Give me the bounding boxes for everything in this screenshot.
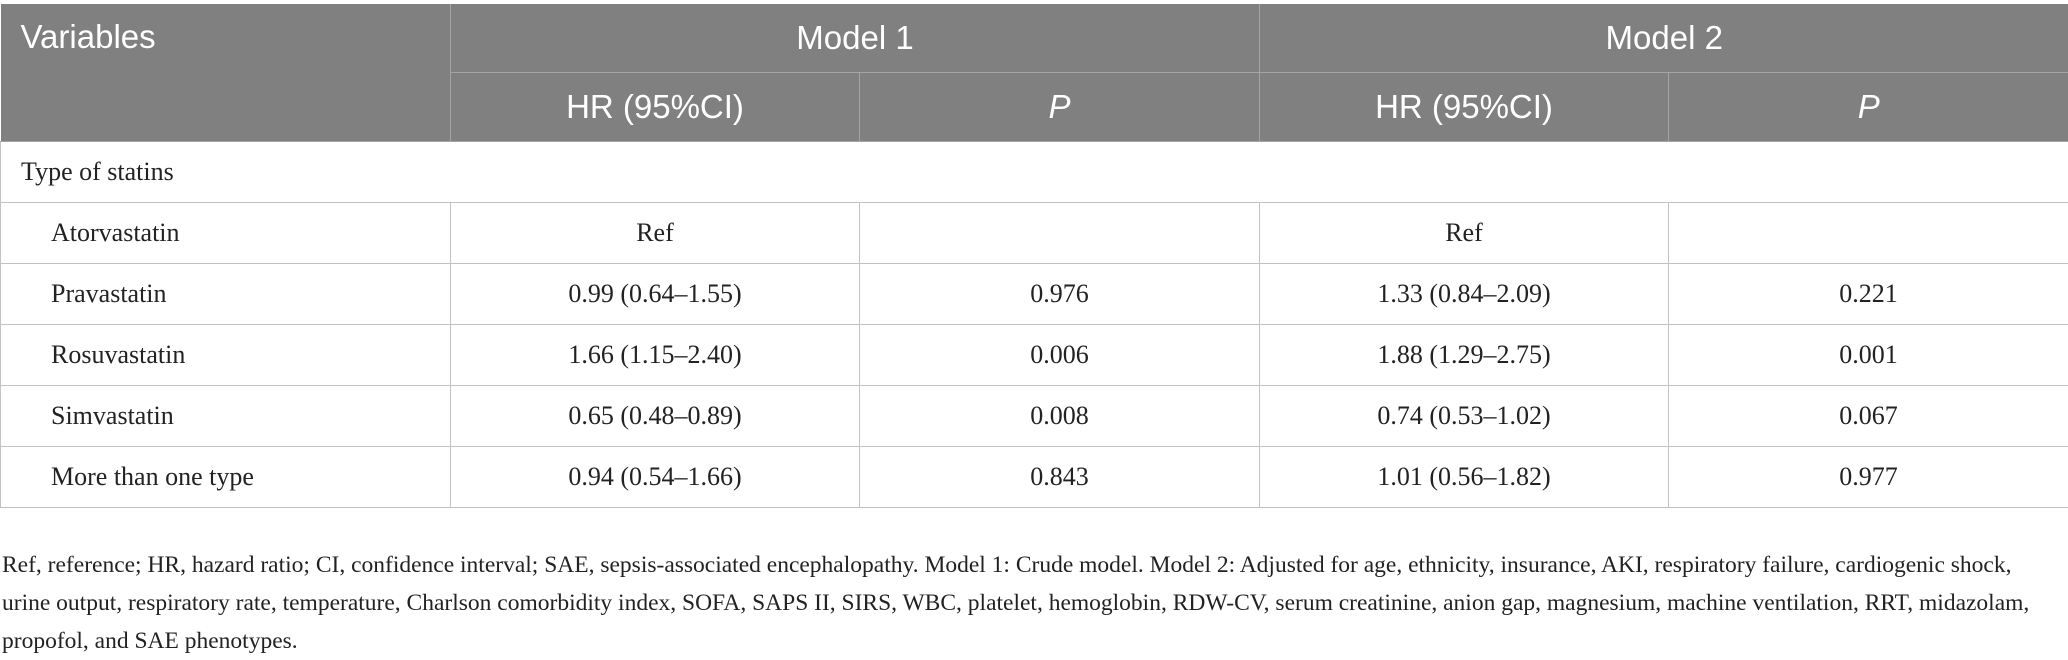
model-2-p-cell: 0.221 [1669,264,2068,325]
header-model-1-p: P [860,73,1260,142]
model-1-hr-cell: Ref [451,203,860,264]
table-row: Rosuvastatin 1.66 (1.15–2.40) 0.006 1.88… [1,325,2068,386]
section-label-type-of-statins: Type of statins [1,142,2068,203]
header-model-2-hr: HR (95%CI) [1260,73,1669,142]
header-model-2-p: P [1669,73,2068,142]
model-2-hr-cell: 1.88 (1.29–2.75) [1260,325,1669,386]
model-2-p-cell: 0.067 [1669,386,2068,447]
model-1-p-cell [860,203,1260,264]
row-label: More than one type [1,447,451,508]
section-row: Type of statins [1,142,2068,203]
header-variables: Variables [1,4,451,142]
model-1-p-cell: 0.976 [860,264,1260,325]
model-2-hr-cell: 1.01 (0.56–1.82) [1260,447,1669,508]
table-header: Variables Model 1 Model 2 HR (95%CI) P H… [1,4,2068,142]
statins-hr-table-container: Variables Model 1 Model 2 HR (95%CI) P H… [0,4,2068,508]
model-2-p-cell [1669,203,2068,264]
model-2-p-cell: 0.977 [1669,447,2068,508]
row-label: Pravastatin [1,264,451,325]
table-row: Atorvastatin Ref Ref [1,203,2068,264]
table-row: More than one type 0.94 (0.54–1.66) 0.84… [1,447,2068,508]
header-model-2-p-label: P [1858,88,1880,125]
model-1-hr-cell: 0.94 (0.54–1.66) [451,447,860,508]
model-1-hr-cell: 0.99 (0.64–1.55) [451,264,860,325]
header-model-1-p-label: P [1048,88,1070,125]
model-1-p-cell: 0.008 [860,386,1260,447]
row-label: Atorvastatin [1,203,451,264]
row-label: Simvastatin [1,386,451,447]
table-row: Pravastatin 0.99 (0.64–1.55) 0.976 1.33 … [1,264,2068,325]
model-2-p-cell: 0.001 [1669,325,2068,386]
table-row: Simvastatin 0.65 (0.48–0.89) 0.008 0.74 … [1,386,2068,447]
header-row-models: Variables Model 1 Model 2 [1,4,2068,73]
model-2-hr-cell: 1.33 (0.84–2.09) [1260,264,1669,325]
model-2-hr-cell: Ref [1260,203,1669,264]
table-body: Type of statins Atorvastatin Ref Ref Pra… [1,142,2068,508]
header-model-1-hr: HR (95%CI) [451,73,860,142]
statins-hr-table: Variables Model 1 Model 2 HR (95%CI) P H… [0,4,2068,508]
row-label: Rosuvastatin [1,325,451,386]
model-1-p-cell: 0.843 [860,447,1260,508]
model-1-hr-cell: 0.65 (0.48–0.89) [451,386,860,447]
header-model-2: Model 2 [1260,4,2068,73]
model-1-p-cell: 0.006 [860,325,1260,386]
model-2-hr-cell: 0.74 (0.53–1.02) [1260,386,1669,447]
model-1-hr-cell: 1.66 (1.15–2.40) [451,325,860,386]
header-model-1: Model 1 [451,4,1260,73]
table-footnote: Ref, reference; HR, hazard ratio; CI, co… [2,546,2052,660]
